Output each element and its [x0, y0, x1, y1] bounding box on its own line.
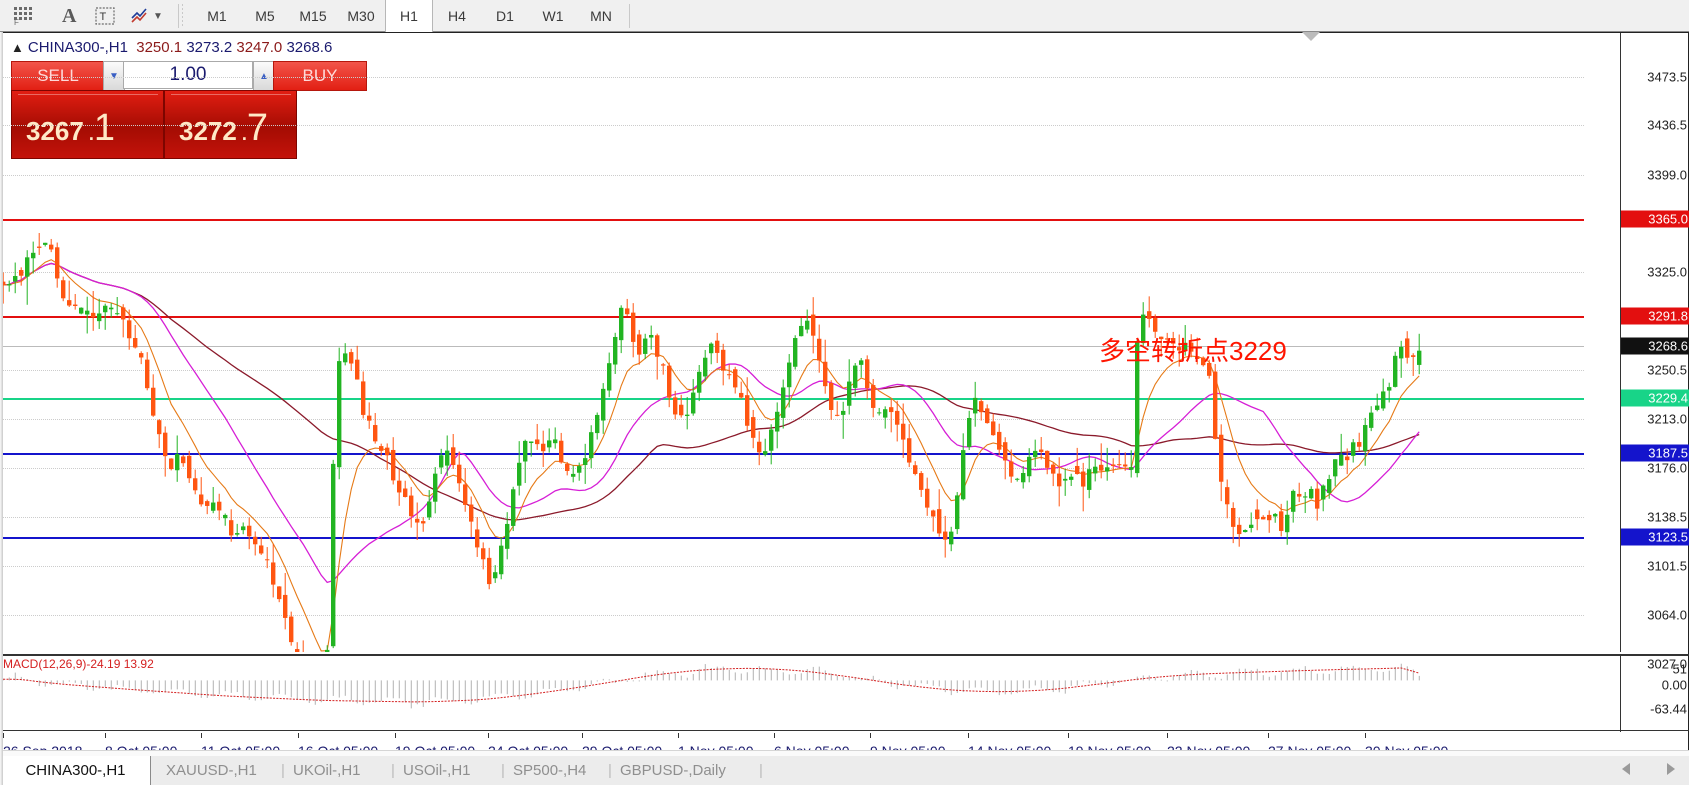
- svg-text:F: F: [14, 18, 19, 25]
- svg-text:T: T: [100, 11, 107, 23]
